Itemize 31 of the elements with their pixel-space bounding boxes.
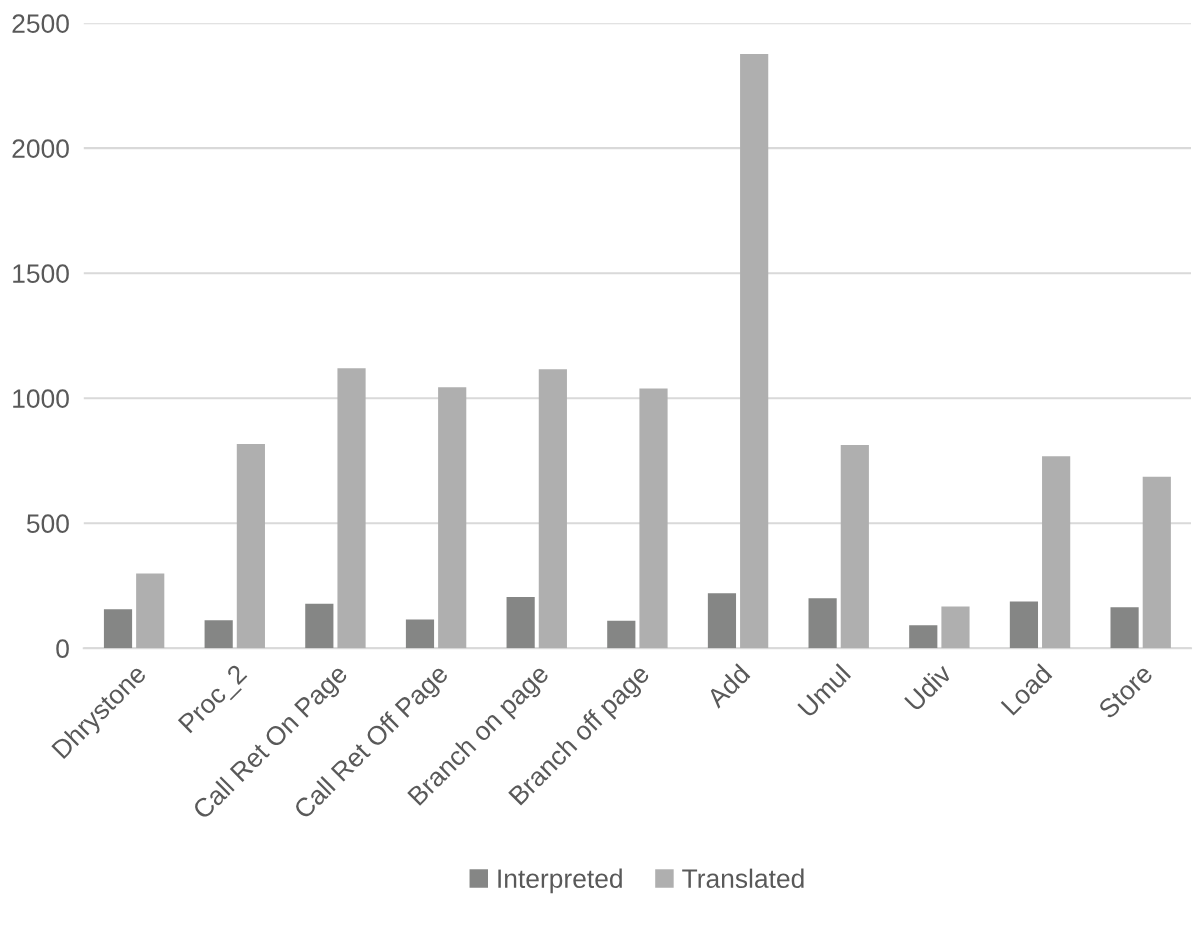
bar (941, 606, 970, 649)
bar (438, 387, 467, 649)
bar (538, 369, 567, 649)
bar (103, 609, 133, 649)
y-tick-label: 0 (56, 639, 69, 659)
y-tick-label: 2000 (12, 139, 69, 158)
bar (1042, 456, 1071, 649)
bar (639, 388, 668, 649)
bar (1009, 601, 1039, 649)
bar (1142, 476, 1171, 649)
bar (607, 620, 636, 649)
y-tick-label: 1000 (13, 389, 69, 408)
legend-label: Interpreted (498, 868, 622, 894)
y-tick-label: 1500 (13, 264, 69, 283)
bar (740, 53, 769, 649)
bar (136, 573, 165, 649)
bar (305, 603, 334, 649)
bar (808, 598, 837, 649)
bar (337, 368, 366, 649)
y-tick-label: 2500 (12, 14, 69, 33)
x-tick-label: Udiv (903, 662, 954, 712)
bar (405, 619, 435, 649)
bar (204, 620, 233, 649)
bar (236, 443, 265, 649)
bar (1110, 607, 1139, 649)
bar (707, 593, 737, 649)
bar (506, 596, 535, 649)
bar (840, 444, 869, 649)
bar (909, 625, 938, 649)
legend-label: Translated (682, 868, 804, 889)
y-tick-label: 500 (26, 514, 69, 534)
